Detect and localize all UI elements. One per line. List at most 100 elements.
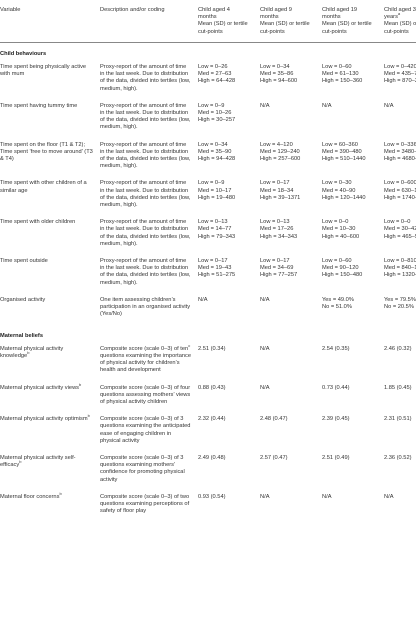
cell-text: Med = 3480–4620 [384,148,416,155]
cell-line: Med = 34–69 [260,265,316,272]
table-cell: 2.49 (0.48) [195,451,257,490]
cell-line: Med = 10–17 [198,188,254,195]
cell-text: Med = 630–1680 [384,187,416,194]
table-cell: Composite score (scale 0–3) of four ques… [97,381,195,413]
cell-text: Low = 4–120 [260,141,293,148]
cell-text: High = 257–600 [260,156,301,163]
cell-text: Composite score (scale 0–3) of ten [100,345,189,352]
table-cell: 0.73 (0.44) [319,381,381,413]
table-cell: N/A [257,293,319,325]
table-row: Time spent with other children of a simi… [0,176,416,215]
table-cell: 2.36 (0.52) [381,451,416,490]
table-cell: N/A [319,99,381,138]
cell-text: Proxy-report of the amount of time in th… [100,219,191,247]
cell-line: Mean (SD) or tertile [322,21,378,28]
table-cell: Low = 60–360 Med = 390–480 High = 510–1440 [319,138,381,177]
table-row: Maternal physical activity self-efficacy… [0,451,416,490]
cell-text: Med = 90–120 [322,265,359,272]
cell-text: Low = 0–0 [322,219,349,226]
cell-line: Low = 0–13 [260,219,316,226]
cell-text: cut-points [260,28,285,35]
table-cell: N/A [257,381,319,413]
cell-line: Low = 0–9 [198,103,254,110]
cell-line: High = 510–1440 [322,156,378,163]
table-cell: Composite score (scale 0–3) of tenc ques… [97,342,195,381]
cell-text: High = 39–1371 [260,194,301,201]
cell-text: Child aged 4 [198,7,230,13]
cell-text: Organised activity [0,296,46,303]
cell-line: Low = 0–9 [198,180,254,187]
table-cell: Low = 0–17 Med = 34–69 High = 77–257 [257,254,319,293]
cell-line: Med = 3480–4620 [384,149,416,156]
cell-text: Med = 30–420 [384,226,416,233]
table-cell: Low = 0–3360Med = 3480–4620High = 4680–5… [381,138,416,177]
cell-text: Proxy-report of the amount of time in th… [100,180,191,209]
cell-line: Child aged 19 [322,7,378,14]
table-cell: Proxy-report of the amount of time in th… [97,176,195,215]
cell-line: Med = 10–30 [322,226,378,233]
table-cell: Low = 0–60 Med = 90–120 High = 150–480 [319,254,381,293]
cell-text: Composite score (scale 0–3) of two quest… [100,493,190,515]
table-row: Maternal floor concernsb Composite score … [0,490,416,522]
cell-text: Low = 0–3360 [384,141,416,148]
cell-text: 2.57 (0.47) [260,454,288,461]
table-row: Time spent on the floor (T1 & T2); Time … [0,138,416,177]
cell-line: cut-points [198,29,254,36]
cell-text: High = 4680–5880 [384,156,416,163]
cell-line: Med = 840–1260 [384,265,416,272]
cell-text: Mean (SD) or tertile [384,21,416,28]
cell-text: Maternal physical activity self-efficacy [0,454,76,469]
cell-text: Med = 129–240 [260,148,300,155]
data-table: Variable Description and/or coding Child a… [0,4,416,521]
footnote-mark: c [188,342,191,348]
cell-text: Child aged 3.5 [384,7,416,13]
cell-line: Low = 0–0 [322,219,378,226]
table-cell: N/A [381,490,416,522]
cell-text: One item assessing children’s participat… [100,296,191,318]
cell-text: High = 465–5580 [384,233,416,240]
cell-text: No = 51.0% [322,304,352,311]
cell-text: cut-points [384,28,409,35]
table-cell: Low = 0–0 Med = 10–30 High = 40–600 [319,215,381,254]
footnote-mark: b [87,413,90,419]
cell-line: High = 79–343 [198,234,254,241]
footnote-mark: a [397,11,401,17]
cell-text: Low = 0–9 [198,180,225,187]
table-cell: Proxy-report of the amount of time in th… [97,138,195,177]
cell-text: Mean (SD) or tertile [322,21,372,28]
table-cell: 2.46 (0.32) [381,342,416,381]
cell-line: High = 64–428 [198,78,254,85]
table-cell: Maternal physical activity viewsb [0,381,97,413]
cell-line: High = 94–428 [198,156,254,163]
cell-text: 2.54 (0.35) [322,345,350,352]
section-row: Maternal beliefs [0,325,416,342]
table-row: Time spent outside Proxy-report of the am… [0,254,416,293]
cell-line: Med = 390–480 [322,149,378,156]
table-cell: Time spent having tummy time [0,99,97,138]
cell-text: N/A [384,493,394,500]
cell-line: cut-points [322,29,378,36]
cell-text: Maternal physical activity views [0,384,80,391]
cell-text: Mean (SD) or tertile [198,21,248,28]
cell-text: Proxy-report of the amount of time in th… [100,258,191,286]
footnote-mark: b [79,381,82,387]
table-row: Maternal physical activity viewsb Composi… [0,381,416,413]
column-header: Child aged 9 months Mean (SD) or tertile cu… [257,4,319,43]
cell-line: No = 20.5% [384,304,416,311]
cell-text: Low = 0–420 [384,64,416,71]
cell-text: 2.48 (0.47) [260,416,288,423]
table-cell: Proxy-report of the amount of time in th… [97,254,195,293]
cell-line: months [322,14,378,21]
column-header: Child aged 3.5yearsaMean (SD) or tertile… [381,4,416,43]
cell-text: 2.31 (0.51) [384,416,412,423]
cell-line: Low = 0–13 [198,219,254,226]
cell-text: Med = 17–26 [260,226,294,233]
cell-text: Proxy-report of the amount of time in th… [100,141,191,170]
section-title: Maternal beliefs [0,325,416,342]
cell-text: High = 34–343 [260,233,298,240]
cell-text: Proxy-report of the amount of time in th… [100,102,191,131]
table-row: Time spent being physically active with … [0,60,416,99]
cell-text: High = 19–480 [198,194,236,201]
